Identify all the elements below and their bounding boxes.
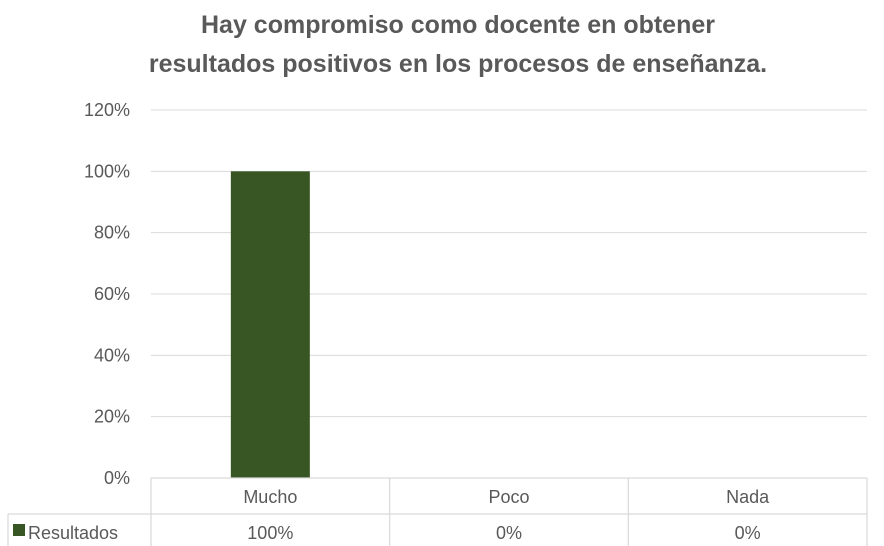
y-tick-label: 80% [94, 223, 130, 243]
y-tick-label: 100% [84, 161, 130, 181]
y-tick-label: 0% [104, 468, 130, 488]
category-label: Mucho [243, 487, 297, 507]
y-axis-ticks: 0% 20% 40% 60% 80% 100% 120% [84, 100, 130, 488]
bar-mucho [230, 171, 310, 479]
data-cell-poco: 0% [496, 523, 522, 543]
legend-series-name: Resultados [28, 523, 118, 543]
category-label: Nada [726, 487, 770, 507]
data-cell-nada: 0% [735, 523, 761, 543]
bars [230, 171, 310, 479]
y-tick-label: 20% [94, 407, 130, 427]
y-tick-label: 120% [84, 100, 130, 120]
category-label: Poco [488, 487, 529, 507]
chart-title-line-2: resultados positivos en los procesos de … [149, 50, 767, 78]
y-tick-label: 40% [94, 345, 130, 365]
data-cell-mucho: 100% [247, 523, 293, 543]
legend-swatch [13, 524, 25, 536]
chart-title-line-1: Hay compromiso como docente en obtener [201, 11, 715, 39]
data-table: Mucho 100% Poco 0% Nada 0% Resultados [7, 477, 868, 546]
chart-title: Hay compromiso como docente en obtener r… [149, 11, 767, 78]
y-tick-label: 60% [94, 284, 130, 304]
